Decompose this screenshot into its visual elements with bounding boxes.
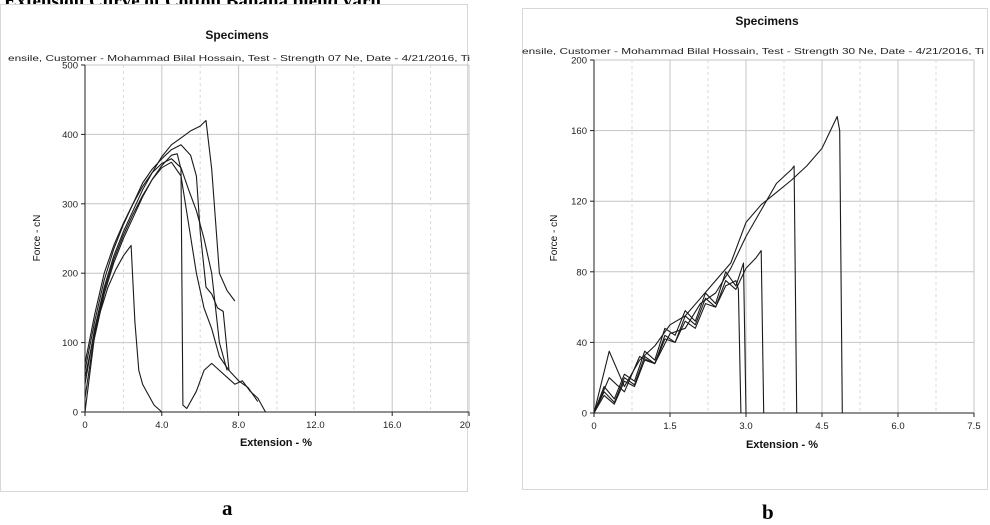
series-line-6 [84, 158, 228, 371]
y-tick-label: 100 [62, 338, 78, 349]
x-tick-label: 12.0 [306, 420, 325, 431]
x-tick-label: 8.0 [232, 420, 245, 431]
x-tick-label: 4.5 [815, 421, 828, 432]
chart-b-svg: Specimens ensile, Customer - Mohammad Bil… [522, 8, 988, 490]
y-tick-label: 400 [62, 130, 78, 141]
chart-frame [522, 8, 988, 490]
chart-title: Specimens [205, 28, 269, 42]
series-line-4 [84, 144, 230, 371]
x-tick-label: 4.0 [155, 420, 168, 431]
y-axis-label: Force - cN [549, 215, 560, 262]
x-tick-label: 6.0 [891, 421, 904, 432]
y-tick-label: 0 [582, 409, 587, 420]
panel-caption-b: b [762, 500, 774, 524]
x-tick-label: 7.5 [967, 421, 980, 432]
x-axis-label: Extension - % [746, 439, 818, 451]
panel-caption-a: a [222, 496, 233, 520]
x-tick-label: 0 [82, 420, 87, 431]
y-tick-label: 200 [571, 56, 587, 67]
y-tick-label: 500 [62, 61, 78, 72]
x-tick-label: 1.5 [663, 421, 676, 432]
x-tick-label: 20.0 [460, 420, 470, 431]
x-tick-label: 0 [591, 421, 596, 432]
y-tick-label: 200 [62, 269, 78, 280]
chart-subtitle: ensile, Customer - Mohammad Bilal Hossai… [522, 46, 984, 56]
chart-panel-b: Specimens ensile, Customer - Mohammad Bil… [522, 0, 990, 493]
y-tick-label: 0 [73, 408, 78, 419]
series-line-5 [593, 115, 843, 414]
chart-panel-a: Specimens ensile, Customer - Mohammad Bil… [0, 0, 470, 492]
series-line-5 [84, 161, 259, 402]
series-line-2 [593, 262, 747, 414]
chart-title: Specimens [735, 14, 799, 28]
series-line-2 [84, 153, 266, 413]
y-tick-label: 80 [576, 267, 587, 278]
y-tick-label: 40 [576, 338, 587, 349]
y-tick-label: 160 [571, 126, 587, 137]
y-tick-label: 300 [62, 199, 78, 210]
chart-a-svg: Specimens ensile, Customer - Mohammad Bil… [0, 4, 470, 492]
x-axis-label: Extension - % [240, 437, 312, 449]
series-line-3 [84, 119, 236, 385]
y-tick-label: 120 [571, 197, 587, 208]
x-tick-label: 16.0 [383, 420, 402, 431]
chart-frame [0, 4, 468, 492]
x-tick-label: 3.0 [739, 421, 752, 432]
chart-subtitle: ensile, Customer - Mohammad Bilal Hossai… [8, 53, 470, 63]
y-axis-label: Force - cN [32, 215, 43, 262]
